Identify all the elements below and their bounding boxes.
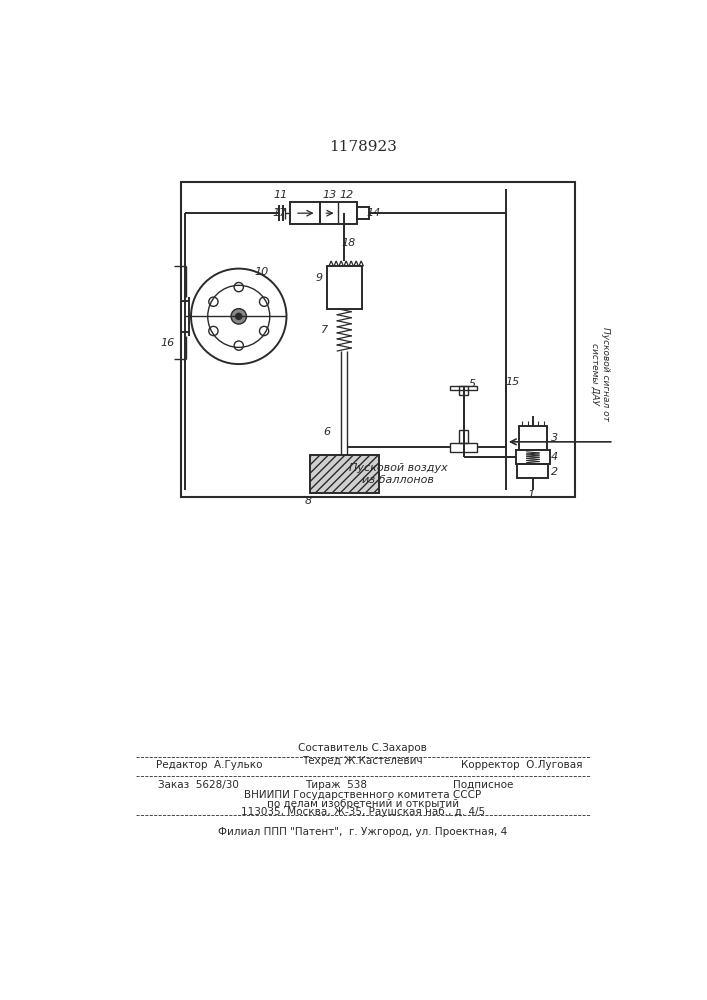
Text: Заказ  5628/30: Заказ 5628/30: [158, 780, 238, 790]
Bar: [310, 455, 379, 493]
Text: 6: 6: [324, 427, 331, 437]
Bar: [459, 430, 468, 443]
Bar: [181, 182, 575, 497]
Bar: [450, 443, 477, 452]
Bar: [516, 450, 550, 464]
Text: Составитель С.Захаров: Составитель С.Захаров: [298, 743, 427, 753]
Bar: [291, 202, 320, 224]
Text: 17: 17: [272, 208, 286, 218]
Text: 9: 9: [315, 273, 322, 283]
Text: 13: 13: [323, 190, 337, 200]
Bar: [519, 426, 547, 450]
Text: 16: 16: [160, 338, 174, 348]
Text: 5: 5: [469, 379, 477, 389]
Text: 12: 12: [339, 190, 354, 200]
Text: Тираж  538: Тираж 538: [305, 780, 368, 790]
Bar: [518, 464, 549, 478]
Bar: [356, 207, 369, 219]
Text: 8: 8: [305, 496, 312, 506]
Text: 1178923: 1178923: [329, 140, 397, 154]
Text: 7: 7: [321, 325, 328, 335]
Text: 18: 18: [341, 238, 356, 248]
Text: 15: 15: [505, 377, 519, 387]
Text: 113035, Москва, Ж-35, Раушская наб., д. 4/5: 113035, Москва, Ж-35, Раушская наб., д. …: [240, 807, 485, 817]
Text: Корректор  О.Луговая: Корректор О.Луговая: [460, 760, 582, 770]
Bar: [459, 386, 468, 395]
Text: Техред Ж.Кастелевич: Техред Ж.Кастелевич: [303, 756, 423, 766]
Text: Редактор  А.Гулько: Редактор А.Гулько: [156, 760, 263, 770]
Circle shape: [231, 309, 247, 324]
Text: по делам изобретений и открытий: по делам изобретений и открытий: [267, 799, 459, 809]
Text: 11: 11: [273, 190, 288, 200]
Text: 14: 14: [366, 208, 380, 218]
Bar: [320, 202, 356, 224]
Text: Пусковой сигнал от
системы ДАУ: Пусковой сигнал от системы ДАУ: [590, 327, 609, 421]
Text: 10: 10: [255, 267, 269, 277]
Text: 1: 1: [528, 490, 535, 500]
Text: 3: 3: [551, 433, 558, 443]
Text: 2: 2: [551, 467, 558, 477]
Text: 4: 4: [551, 452, 558, 462]
Text: ВНИИПИ Государственного комитета СССР: ВНИИПИ Государственного комитета СССР: [244, 790, 481, 800]
Text: Филиал ППП "Патент",  г. Ужгород, ул. Проектная, 4: Филиал ППП "Патент", г. Ужгород, ул. Про…: [218, 827, 508, 837]
Text: Пусковой воздух
из баллонов: Пусковой воздух из баллонов: [349, 463, 448, 485]
Bar: [450, 386, 477, 390]
Text: Подписное: Подписное: [452, 780, 513, 790]
Circle shape: [235, 313, 242, 319]
Bar: [327, 266, 362, 309]
